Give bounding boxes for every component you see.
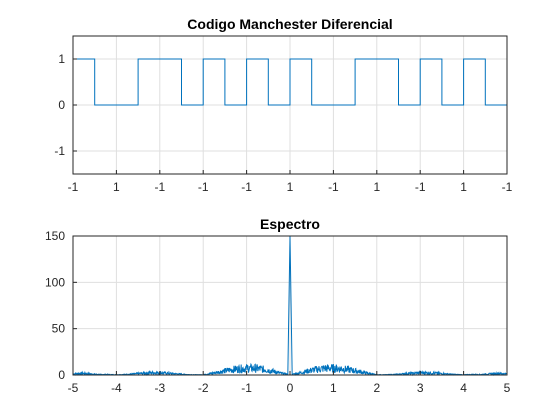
spectrum-x-tick-label: -5 — [68, 381, 79, 395]
manchester-x-tick-label: -1 — [241, 180, 252, 194]
manchester-x-tick-label: 1 — [287, 180, 294, 194]
manchester-y-tick-label: 0 — [58, 98, 65, 112]
manchester-x-tick-label: -1 — [68, 180, 79, 194]
manchester-x-tick-label: -1 — [415, 180, 426, 194]
manchester-x-tick-label: 1 — [113, 180, 120, 194]
spectrum-y-tick-label: 0 — [58, 368, 65, 382]
spectrum-subplot: -5 -4 -3 -2 -1 0 1 2 3 4 5 0 50 100 150 Espectro — [45, 216, 511, 395]
manchester-x-tick-label: -1 — [154, 180, 165, 194]
spectrum-y-tick-label: 100 — [45, 275, 65, 289]
spectrum-y-tick-label: 50 — [52, 322, 66, 336]
spectrum-x-tick-label: 5 — [504, 381, 511, 395]
spectrum-y-tick-label: 150 — [45, 229, 65, 243]
manchester-y-tick-label: -1 — [54, 144, 65, 158]
manchester-x-tick-label: -1 — [502, 180, 513, 194]
manchester-series-line — [73, 59, 507, 105]
spectrum-x-tick-label: -4 — [111, 381, 122, 395]
manchester-x-tick-label: -1 — [198, 180, 209, 194]
manchester-y-tick-label: 1 — [58, 52, 65, 66]
spectrum-x-tick-label: -2 — [198, 381, 209, 395]
spectrum-x-tick-label: 2 — [373, 381, 380, 395]
manchester-title: Codigo Manchester Diferencial — [187, 16, 392, 32]
manchester-x-tick-label: 1 — [460, 180, 467, 194]
manchester-x-tick-label: -1 — [328, 180, 339, 194]
spectrum-x-tick-label: -3 — [154, 381, 165, 395]
spectrum-x-tick-label: 3 — [417, 381, 424, 395]
spectrum-x-tick-label: -1 — [241, 381, 252, 395]
spectrum-x-tick-label: 4 — [460, 381, 467, 395]
spectrum-x-tick-label: 1 — [330, 381, 337, 395]
spectrum-title: Espectro — [260, 216, 320, 232]
spectrum-x-tick-label: 0 — [287, 381, 294, 395]
manchester-subplot: -1 1 -1 -1 -1 1 -1 1 -1 1 -1 -1 0 1 Codigo Mancheste… — [54, 16, 512, 194]
manchester-x-tick-label: 1 — [373, 180, 380, 194]
